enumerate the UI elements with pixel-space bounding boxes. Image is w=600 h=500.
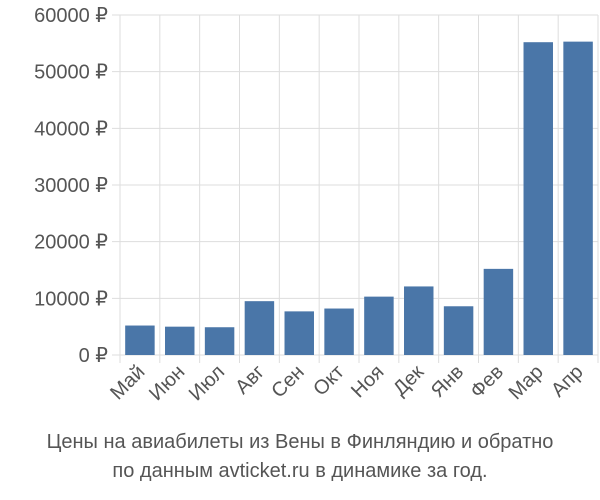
bar-6 [324,308,354,355]
bar-3 [204,327,235,355]
x-tick-label: Фев [466,361,508,403]
caption-line-2: по данным avticket.ru в динамике за год. [112,460,488,482]
y-tick-label: 60000 ₽ [34,5,108,27]
y-axis-ticks: 0 ₽ 10000 ₽ 20000 ₽ 30000 ₽ 40000 ₽ 50000 ₽ 60… [34,5,108,367]
chart-caption: Цены на авиабилеты из Вены в Финляндию и… [0,428,600,486]
y-tick-label: 30000 ₽ [34,175,108,197]
x-tick-label: Апр [547,361,588,402]
y-tick-label: 10000 ₽ [34,288,108,310]
x-tick-label: Июл [185,361,229,405]
y-tick-label: 20000 ₽ [34,232,108,254]
y-tick-label: 40000 ₽ [34,118,108,140]
x-tick-label: Дек [389,361,428,400]
bars [125,41,593,356]
x-tick-label: Мар [505,361,548,404]
caption-line-1: Цены на авиабилеты из Вены в Финляндию и… [46,431,554,453]
bar-9 [443,306,474,355]
bar-5 [284,311,314,355]
price-bar-chart: 0 ₽ 10000 ₽ 20000 ₽ 30000 ₽ 40000 ₽ 50000 ₽ 60… [34,5,599,405]
bar-7 [364,296,394,355]
bar-10 [483,268,514,355]
x-tick-label: Янв [427,361,468,402]
bar-8 [404,286,434,355]
bar-11 [523,42,553,355]
x-tick-label: Окт [309,361,348,400]
bar-1 [125,325,155,355]
bar-12 [563,41,593,356]
bar-4 [244,301,275,355]
bar-2 [165,326,195,355]
x-tick-label: Сен [267,361,308,402]
x-tick-label: Май [106,361,149,404]
x-tick-label: Авг [231,361,269,399]
x-tick-label: Июн [145,361,189,405]
grid-lines [112,14,599,363]
x-tick-label: Ноя [347,361,388,402]
y-tick-label: 50000 ₽ [34,62,108,84]
y-tick-label: 0 ₽ [79,345,109,367]
